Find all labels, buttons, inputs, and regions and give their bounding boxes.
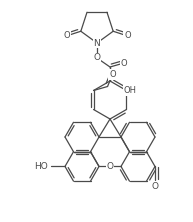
Text: OH: OH [124, 86, 136, 95]
Text: N: N [94, 38, 100, 48]
Text: O: O [109, 70, 116, 79]
Text: O: O [63, 31, 70, 40]
Text: O: O [107, 162, 113, 171]
Text: O: O [152, 182, 158, 191]
Text: HO: HO [34, 162, 48, 171]
Text: O: O [93, 54, 101, 63]
Text: O: O [124, 31, 131, 40]
Text: O: O [121, 59, 127, 67]
